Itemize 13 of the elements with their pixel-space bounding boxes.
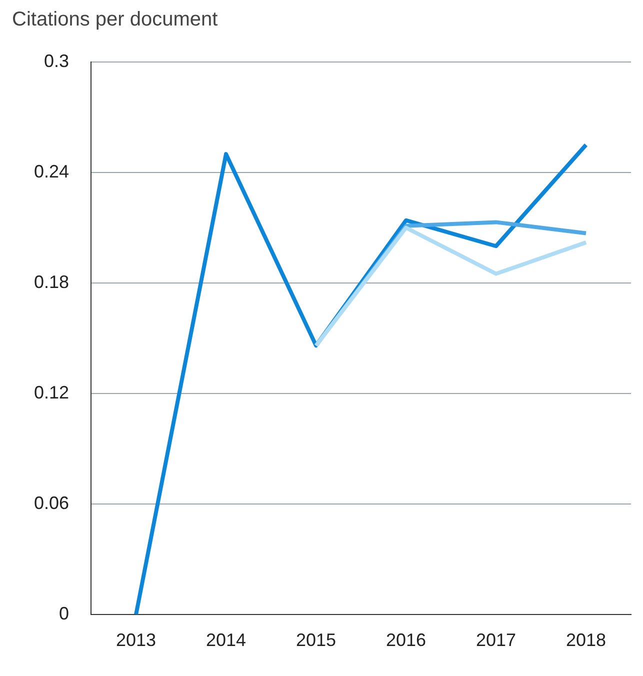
y-tick-label: 0.24 [34, 161, 70, 182]
x-tick-label: 2014 [206, 630, 246, 650]
x-tick-label: 2016 [386, 630, 426, 650]
x-tick-label: 2015 [296, 630, 336, 650]
y-tick-label: 0.12 [34, 382, 70, 402]
x-tick-label: 2013 [116, 630, 156, 650]
y-tick-label: 0.3 [44, 50, 70, 71]
y-tick-label: 0 [59, 603, 70, 624]
x-tick-label: 2017 [476, 630, 516, 650]
chart-title: Citations per document [12, 8, 218, 31]
y-tick-label: 0.06 [34, 492, 70, 513]
y-tick-label: 0.18 [34, 272, 70, 292]
x-tick-label: 2018 [566, 630, 606, 650]
